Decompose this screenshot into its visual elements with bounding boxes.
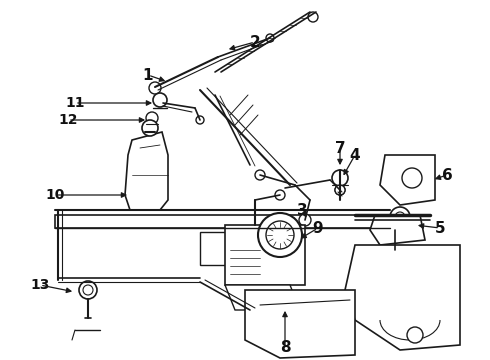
Circle shape	[332, 170, 348, 186]
Text: 8: 8	[280, 341, 290, 356]
Text: 10: 10	[45, 188, 65, 202]
Text: 7: 7	[335, 140, 345, 156]
Circle shape	[266, 221, 294, 249]
Circle shape	[196, 116, 204, 124]
Text: 2: 2	[249, 35, 260, 50]
Text: 13: 13	[30, 278, 49, 292]
Text: 9: 9	[313, 220, 323, 235]
Polygon shape	[245, 290, 355, 358]
Circle shape	[275, 190, 285, 200]
Circle shape	[402, 168, 422, 188]
Text: 3: 3	[296, 202, 307, 217]
Circle shape	[266, 34, 274, 42]
Circle shape	[308, 12, 318, 22]
Circle shape	[335, 185, 345, 195]
Polygon shape	[345, 245, 460, 350]
Circle shape	[255, 170, 265, 180]
Text: 4: 4	[350, 148, 360, 162]
Text: 6: 6	[441, 167, 452, 183]
Circle shape	[149, 82, 161, 94]
Circle shape	[153, 93, 167, 107]
Circle shape	[146, 112, 158, 124]
Circle shape	[79, 281, 97, 299]
Circle shape	[83, 285, 93, 295]
Circle shape	[390, 207, 410, 227]
Text: 1: 1	[143, 68, 153, 82]
Polygon shape	[225, 225, 305, 285]
Polygon shape	[370, 215, 425, 245]
Circle shape	[395, 212, 405, 222]
Circle shape	[142, 120, 158, 136]
Polygon shape	[200, 232, 238, 265]
Circle shape	[335, 185, 345, 195]
Polygon shape	[225, 285, 300, 310]
Polygon shape	[380, 155, 435, 205]
Circle shape	[299, 214, 311, 226]
Text: 11: 11	[65, 96, 85, 110]
Polygon shape	[125, 132, 168, 210]
Text: 12: 12	[58, 113, 78, 127]
Circle shape	[407, 327, 423, 343]
Circle shape	[258, 213, 302, 257]
Polygon shape	[55, 215, 390, 228]
Text: 5: 5	[435, 220, 445, 235]
